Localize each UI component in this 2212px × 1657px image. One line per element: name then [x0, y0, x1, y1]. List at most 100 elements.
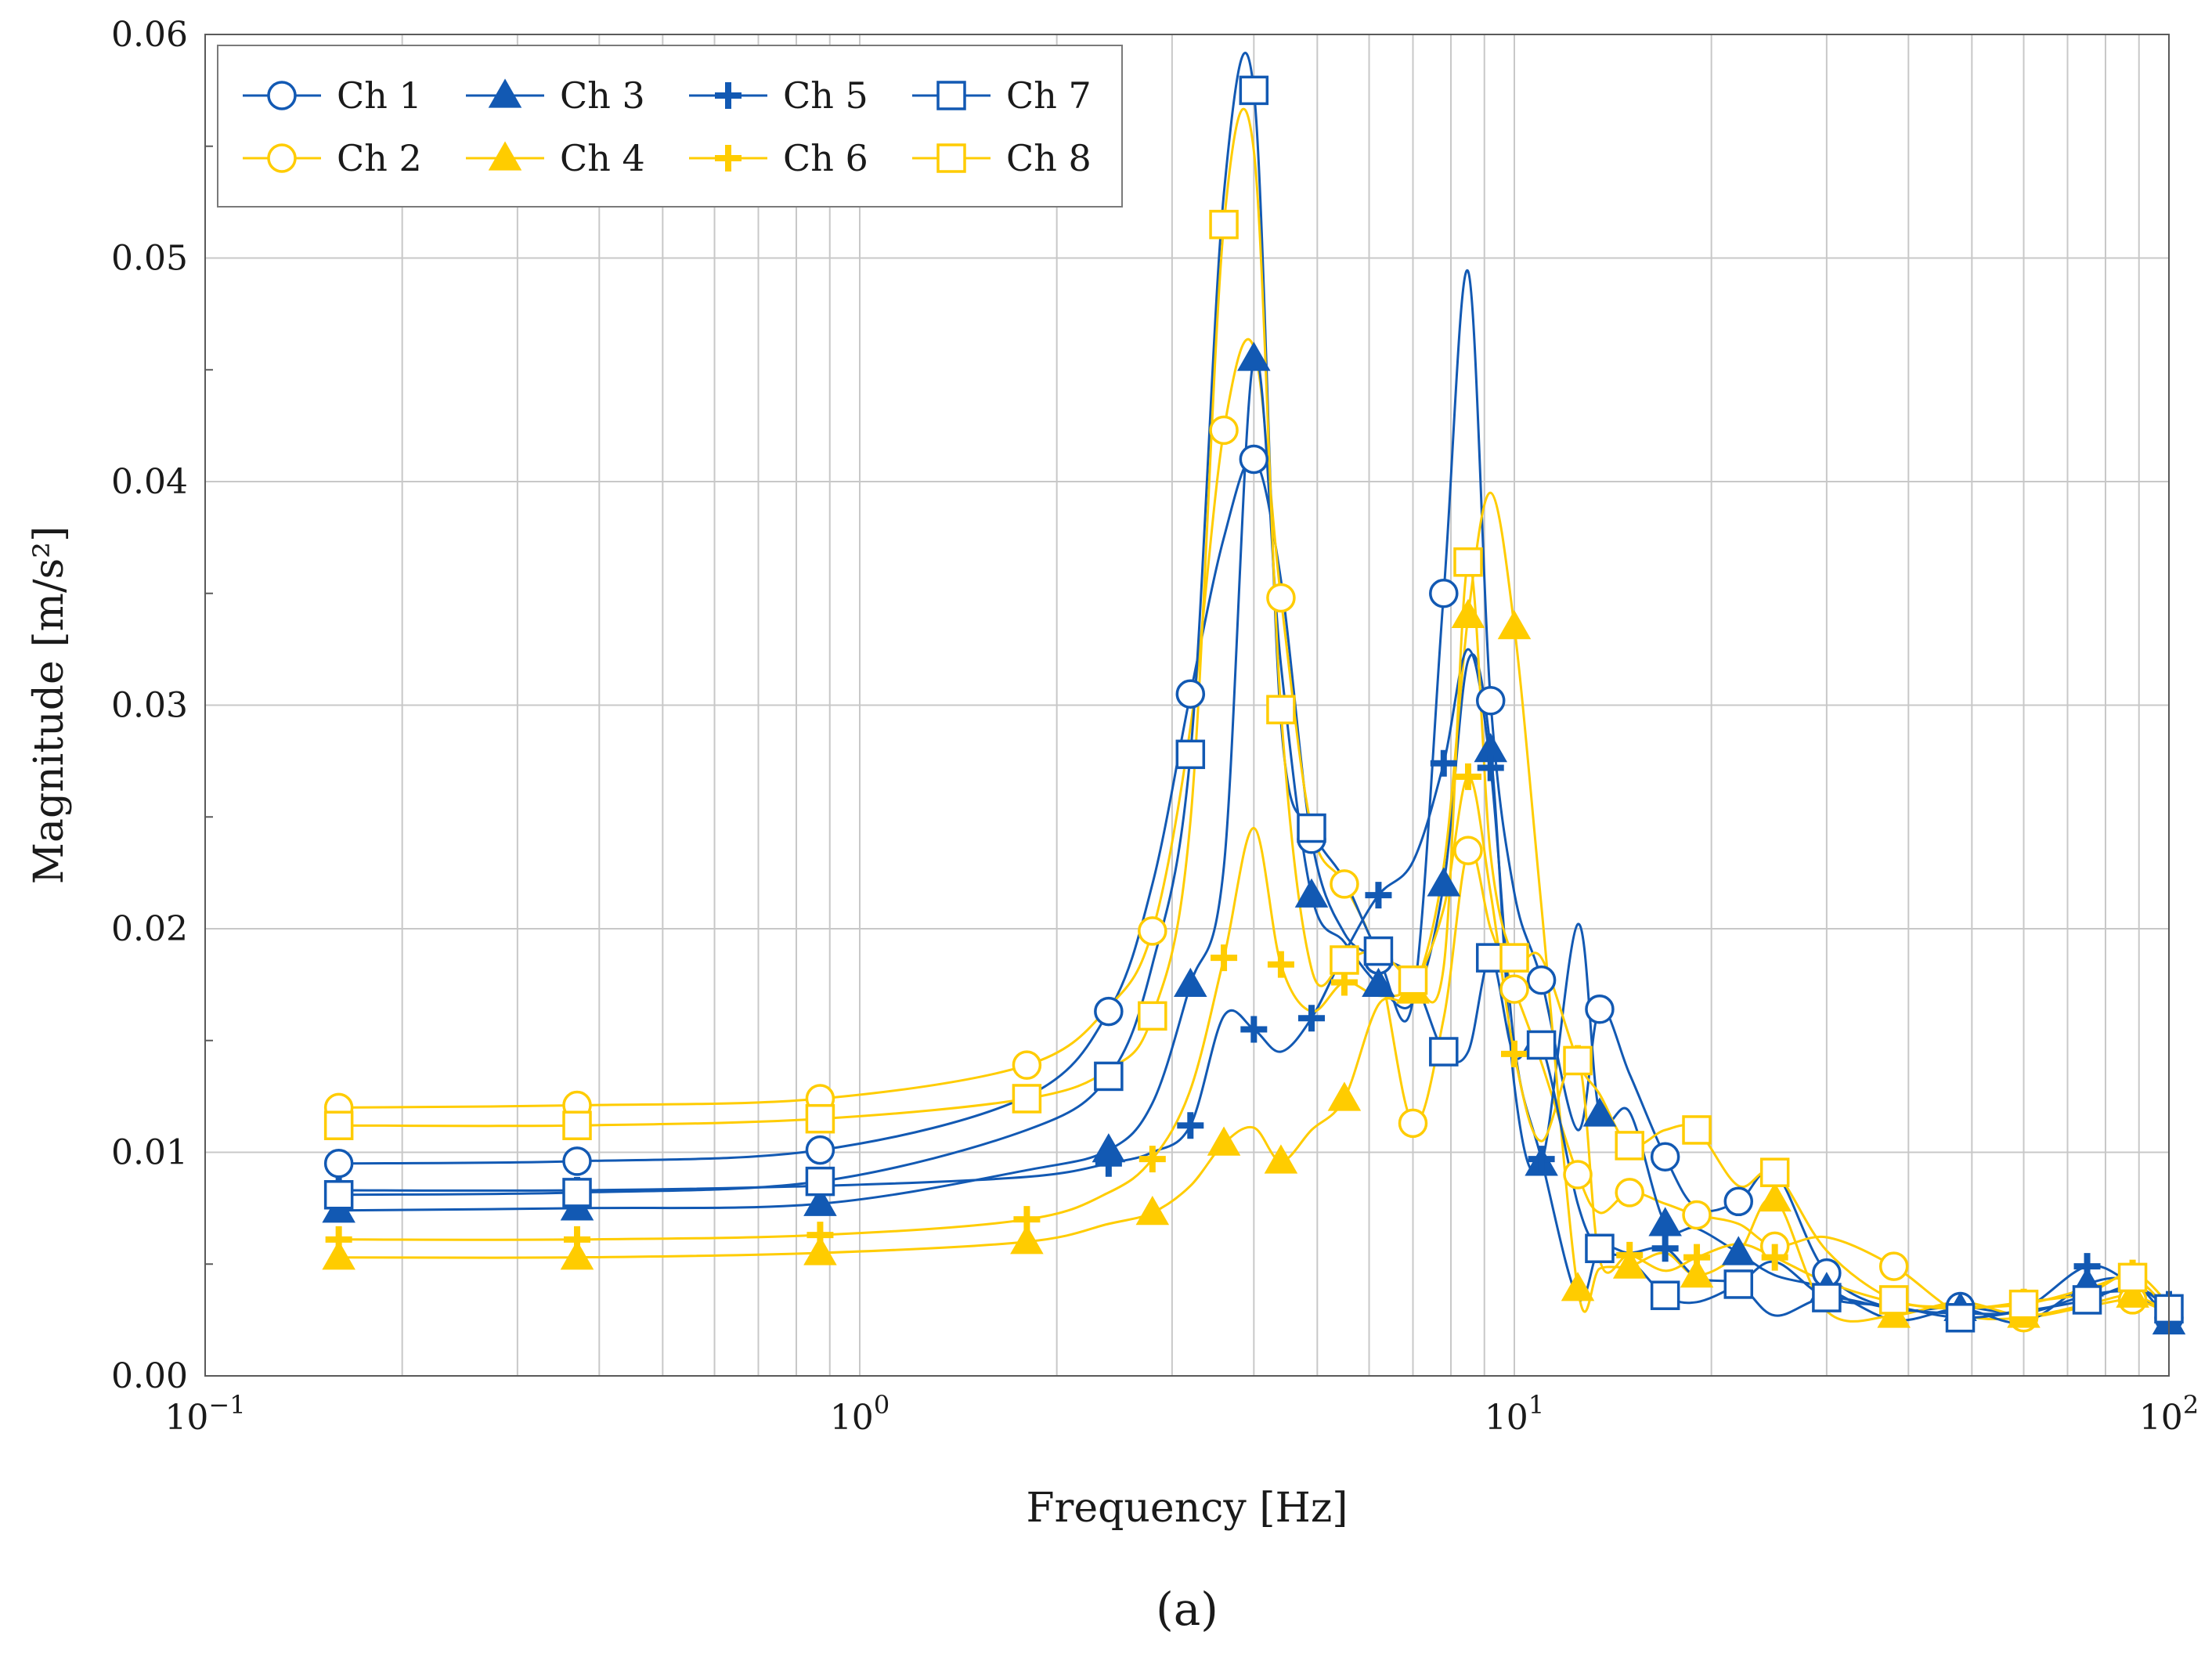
legend-item-ch-7: Ch 7 — [912, 74, 1092, 117]
data-point-ch-8 — [1209, 209, 1239, 240]
data-point-ch-1 — [1475, 686, 1506, 716]
legend-marker — [936, 81, 966, 110]
data-point-ch-8 — [323, 1110, 354, 1140]
data-point-ch-4 — [2116, 1278, 2149, 1308]
y-tick-label: 0.06 — [111, 15, 188, 55]
data-point-ch-3 — [803, 1186, 837, 1216]
data-point-ch-1 — [1526, 965, 1557, 995]
data-point-ch-6 — [1267, 951, 1294, 978]
data-point-ch-6 — [1138, 1146, 1166, 1173]
data-point-ch-1 — [562, 1146, 592, 1176]
data-point-ch-2 — [1563, 1160, 1593, 1190]
data-point-ch-8 — [562, 1110, 592, 1140]
x-tick-label: 101 — [1485, 1390, 1544, 1438]
data-point-ch-4 — [322, 1240, 355, 1270]
y-axis-title: Magnitude [m/s²] — [26, 526, 73, 885]
legend-label: Ch 6 — [783, 137, 868, 179]
y-tick-label: 0.05 — [111, 239, 188, 279]
data-point-ch-3 — [1294, 878, 1329, 908]
data-point-ch-7 — [1585, 1233, 1615, 1264]
data-point-ch-1 — [1094, 996, 1124, 1027]
data-point-ch-3 — [1582, 1097, 1617, 1127]
legend-item-ch-2: Ch 2 — [243, 137, 422, 179]
data-point-ch-2 — [1878, 1251, 1909, 1281]
data-point-ch-6 — [1013, 1206, 1041, 1233]
data-point-ch-8 — [1453, 547, 1483, 577]
grid — [205, 34, 2169, 1377]
data-point-ch-6 — [325, 1226, 352, 1253]
data-point-ch-8 — [1615, 1131, 1644, 1161]
legend-label: Ch 5 — [783, 74, 868, 117]
data-point-ch-7 — [323, 1179, 354, 1210]
legend-item-ch-6: Ch 6 — [689, 137, 868, 179]
data-point-ch-7 — [1363, 936, 1394, 966]
y-tick-label: 0.00 — [111, 1356, 188, 1396]
data-point-ch-7 — [1297, 813, 1326, 843]
data-point-ch-7 — [805, 1166, 835, 1197]
data-point-ch-7 — [1239, 75, 1269, 106]
data-point-ch-2 — [1499, 974, 1529, 1004]
data-point-ch-2 — [1682, 1200, 1712, 1230]
legend: Ch 1 Ch 2 Ch 3 Ch 4 Ch 5 Ch 6 Ch 7 Ch 8 — [217, 45, 1123, 208]
data-point-ch-8 — [2117, 1262, 2148, 1293]
data-point-ch-5 — [1477, 754, 1504, 782]
data-point-ch-4 — [1497, 610, 1532, 640]
y-tick-label: 0.03 — [111, 686, 188, 726]
data-point-ch-4 — [1758, 1182, 1792, 1212]
data-point-ch-8 — [1878, 1285, 1909, 1315]
data-point-ch-2 — [1330, 869, 1359, 899]
legend-marker — [488, 78, 522, 108]
legend-item-ch-8: Ch 8 — [912, 137, 1092, 179]
data-point-ch-8 — [1266, 695, 1296, 724]
data-point-ch-4 — [1680, 1258, 1714, 1288]
data-point-ch-8 — [2008, 1289, 2039, 1319]
data-point-ch-1 — [1650, 1142, 1680, 1171]
data-point-ch-1 — [1239, 444, 1269, 475]
data-point-ch-3 — [1721, 1236, 1756, 1265]
legend-label: Ch 1 — [337, 74, 422, 117]
y-tick-label: 0.02 — [111, 909, 188, 949]
data-point-ch-8 — [1682, 1115, 1712, 1145]
legend-label: Ch 2 — [337, 137, 422, 179]
figure-caption: (a) — [1156, 1583, 1218, 1636]
data-point-ch-7 — [1650, 1280, 1680, 1310]
data-point-ch-6 — [564, 1226, 591, 1253]
data-point-ch-7 — [1475, 943, 1506, 973]
data-point-ch-6 — [1761, 1244, 1788, 1271]
data-point-ch-7 — [1945, 1303, 1976, 1333]
legend-label: Ch 3 — [560, 74, 645, 117]
x-tick-label: 10−1 — [164, 1390, 245, 1438]
data-point-ch-2 — [1138, 916, 1167, 946]
plot-frame — [204, 34, 2170, 1377]
data-point-ch-6 — [1501, 1040, 1528, 1067]
data-point-ch-6 — [1683, 1244, 1711, 1271]
data-point-ch-8 — [1138, 1001, 1167, 1031]
legend-item-ch-4: Ch 4 — [466, 137, 645, 179]
data-point-ch-7 — [1526, 1030, 1557, 1060]
x-tick-label: 102 — [2139, 1390, 2199, 1438]
data-point-ch-2 — [1453, 836, 1483, 865]
data-point-ch-4 — [1010, 1225, 1044, 1254]
legend-item-ch-1: Ch 1 — [243, 74, 422, 117]
data-point-ch-5 — [1651, 1235, 1679, 1262]
data-point-ch-7 — [1094, 1061, 1124, 1092]
legend-item-ch-5: Ch 5 — [689, 74, 868, 117]
data-point-ch-4 — [1561, 1272, 1595, 1301]
legend-box — [217, 45, 1123, 208]
data-point-ch-8 — [1012, 1084, 1042, 1114]
data-point-ch-5 — [1095, 1150, 1122, 1177]
legend-marker — [267, 81, 297, 110]
legend-label: Ch 4 — [560, 137, 645, 179]
series-markers — [322, 75, 2186, 1335]
data-point-ch-2 — [1266, 583, 1296, 613]
legend-marker — [715, 82, 742, 109]
data-point-ch-1 — [1429, 579, 1459, 608]
data-point-ch-5 — [1240, 1016, 1268, 1043]
data-point-ch-7 — [1175, 739, 1206, 770]
data-point-ch-8 — [1563, 1045, 1593, 1076]
y-tick-label: 0.04 — [111, 462, 188, 502]
data-point-ch-4 — [1327, 1081, 1362, 1111]
data-point-ch-4 — [1135, 1196, 1170, 1226]
data-point-ch-3 — [1237, 341, 1271, 371]
